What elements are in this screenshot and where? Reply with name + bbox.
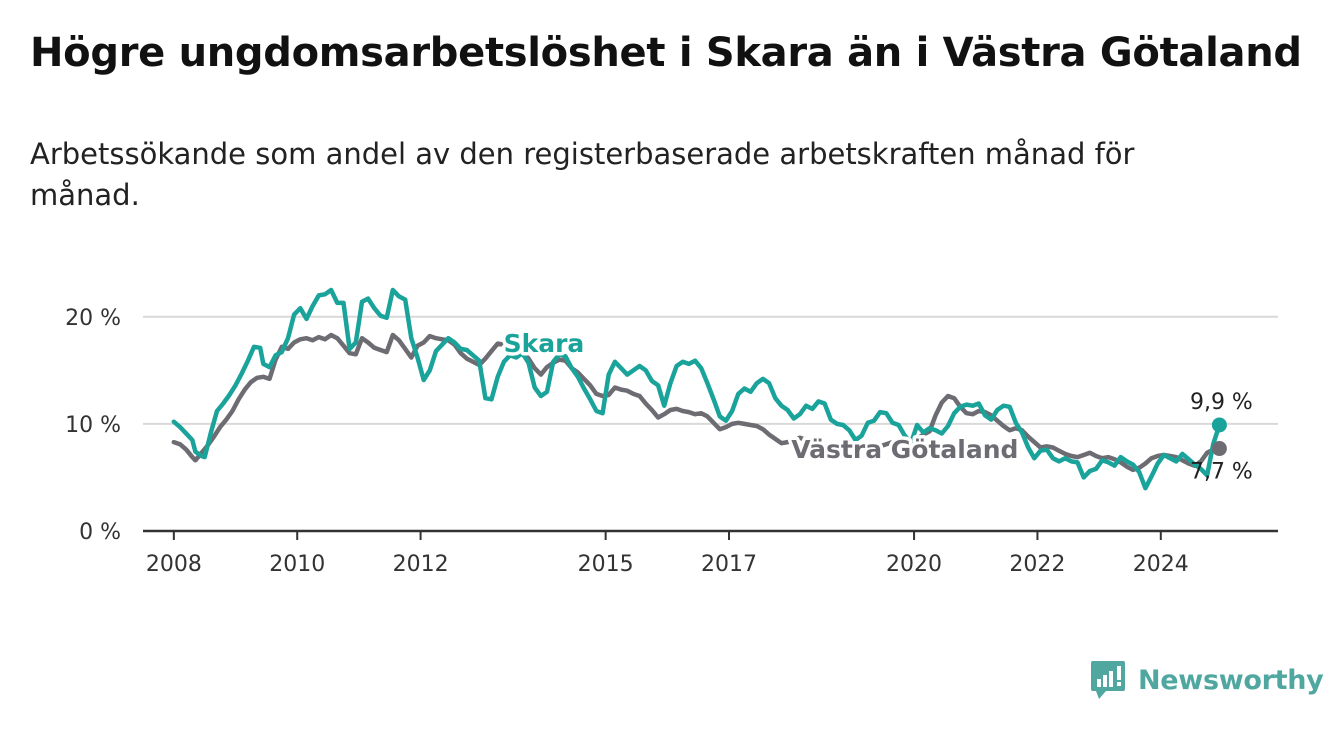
x-tick-label: 2024 (1133, 552, 1189, 577)
line-chart: 0 % 10 % 20 % 2008 2010 2012 2015 2017 2020 2022 2… (65, 287, 1278, 577)
newsworthy-brand: Newsworthy (1090, 660, 1324, 700)
x-tick-label: 2020 (886, 552, 942, 577)
series-end-marker-vg (1211, 441, 1227, 457)
x-tick-label: 2022 (1009, 552, 1065, 577)
series-end-label-vg: 7,7 % (1190, 460, 1253, 485)
x-tick-label: 2015 (578, 552, 634, 577)
series-line-vg (171, 332, 1222, 473)
y-tick-label: 0 % (79, 520, 121, 545)
x-tick-label: 2017 (701, 552, 757, 577)
series-end-marker-skara (1211, 417, 1227, 433)
newsworthy-logo-icon (1091, 661, 1125, 699)
series-line-skara (171, 287, 1222, 491)
x-tick-label: 2012 (393, 552, 449, 577)
series-label-skara: Skara (504, 329, 585, 358)
series-label-vg: Västra Götaland (791, 435, 1018, 464)
series-end-label-skara: 9,9 % (1190, 390, 1253, 415)
y-tick-label: 10 % (65, 413, 121, 438)
page-subtitle: Arbetssökande som andel av den registerb… (30, 137, 1135, 212)
page-title: Högre ungdomsarbetslöshet i Skara än i V… (30, 30, 1302, 76)
brand-name: Newsworthy (1138, 664, 1324, 696)
y-tick-label: 20 % (65, 306, 121, 331)
x-tick-label: 2010 (269, 552, 325, 577)
x-tick-label: 2008 (146, 552, 202, 577)
